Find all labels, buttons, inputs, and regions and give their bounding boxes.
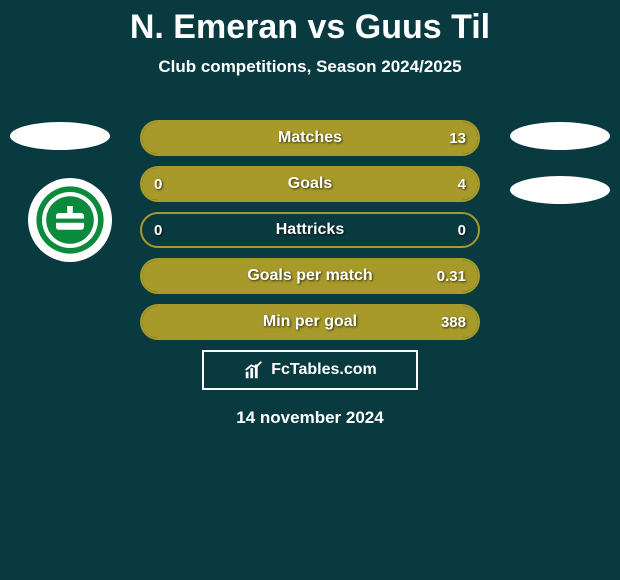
club-badge xyxy=(28,178,112,262)
stat-value-left: 0 xyxy=(154,222,162,239)
stat-label: Goals per match xyxy=(247,267,372,285)
stat-label: Goals xyxy=(288,175,332,193)
subtitle: Club competitions, Season 2024/2025 xyxy=(0,57,620,77)
stat-row-goals: 0 Goals 4 xyxy=(140,166,480,202)
stat-label: Hattricks xyxy=(276,221,344,239)
groningen-badge-icon xyxy=(35,185,105,255)
page-title: N. Emeran vs Guus Til xyxy=(0,0,620,47)
stats-column: Matches 13 0 Goals 4 0 Hattricks 0 Goals… xyxy=(140,120,480,428)
stat-row-hattricks: 0 Hattricks 0 xyxy=(140,212,480,248)
brand-label: FcTables.com xyxy=(271,361,377,379)
date-label: 14 november 2024 xyxy=(140,408,480,428)
stat-label: Matches xyxy=(278,129,342,147)
stat-row-min-per-goal: Min per goal 388 xyxy=(140,304,480,340)
brand-box[interactable]: FcTables.com xyxy=(202,350,418,390)
stat-label: Min per goal xyxy=(263,313,357,331)
chart-icon xyxy=(243,359,265,381)
stat-value-right: 388 xyxy=(441,314,466,331)
stat-value-right: 13 xyxy=(449,130,466,147)
stat-row-matches: Matches 13 xyxy=(140,120,480,156)
stat-row-goals-per-match: Goals per match 0.31 xyxy=(140,258,480,294)
stat-value-left: 0 xyxy=(154,176,162,193)
stat-value-right: 0.31 xyxy=(437,268,466,285)
stat-value-right: 4 xyxy=(458,176,466,193)
stat-value-right: 0 xyxy=(458,222,466,239)
right-logo-placeholder-1 xyxy=(510,122,610,150)
left-logo-placeholder-1 xyxy=(10,122,110,150)
right-logo-placeholder-2 xyxy=(510,176,610,204)
